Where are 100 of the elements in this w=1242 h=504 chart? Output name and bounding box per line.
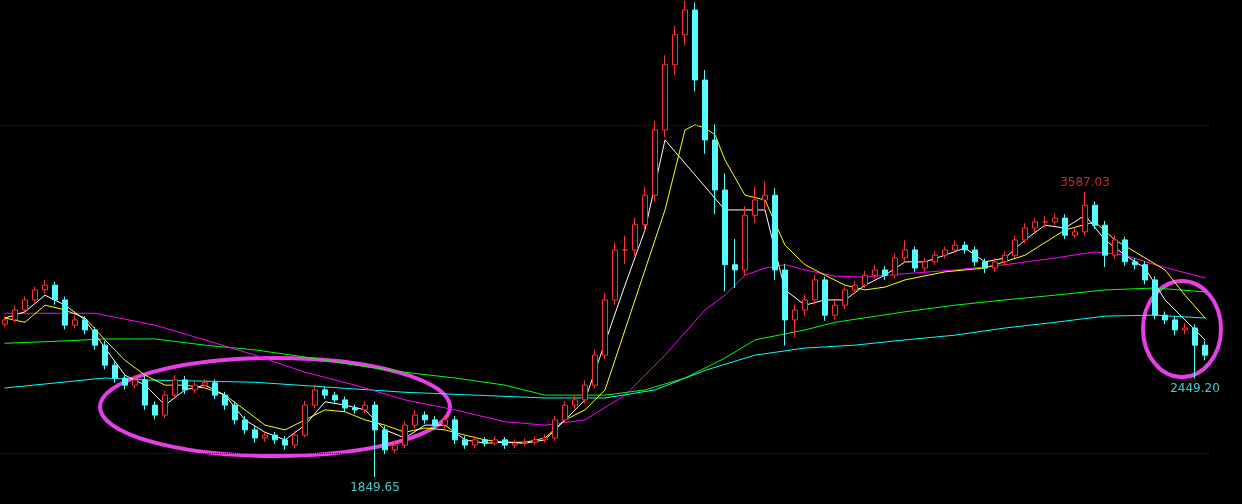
candlestick [672,25,678,76]
candlestick [462,435,468,450]
candlestick [82,315,88,335]
candlestick [502,436,508,450]
candlestick [392,440,398,454]
candlestick [512,438,518,449]
candlestick [722,172,728,292]
candlestick [902,239,908,262]
candlestick [32,286,38,305]
candlestick [482,436,488,448]
candlestick [342,396,348,413]
candlestick [812,274,818,306]
candlestick [552,415,558,442]
candlestick [1182,322,1188,335]
candlestick [102,340,108,370]
candlestick [1202,340,1208,361]
candlestick [292,430,298,449]
candlestick [932,250,938,266]
candlestick [1002,250,1008,266]
candlestick [412,409,418,429]
candlestick [472,435,478,449]
candlestick [1152,275,1158,320]
candlestick [532,435,538,446]
candlestick [792,304,798,339]
candlestick [232,400,238,426]
candlestick [122,373,128,390]
candlestick [832,299,838,320]
candlestick [752,186,758,224]
candlestick [962,240,968,255]
candlestick [822,276,828,322]
candlestick [1092,200,1098,230]
candlestick [732,238,738,289]
candlestick [92,326,98,351]
annotation: 1849.65 [350,480,400,494]
candlestick [1102,220,1108,268]
candlestick [1142,260,1148,285]
candlestick [1022,222,1028,244]
candlestick [492,435,498,447]
candlestick [742,205,748,276]
candlestick [782,263,788,347]
candlestick [712,123,718,215]
candlestick [192,380,198,394]
candlestick [1072,227,1078,239]
candlestick [1162,310,1168,325]
candlestick [862,270,868,289]
candlestick [172,374,178,399]
annotation: 3587.03 [1060,174,1110,189]
annotation: 2449.20 [1170,381,1220,396]
candlestick [522,437,528,447]
candlestick [132,374,138,389]
candlestick [802,294,808,317]
candlestick [882,265,888,281]
candlestick [1012,235,1018,259]
candlestick [562,400,568,424]
candlestick [622,235,628,265]
candlestick [602,292,608,360]
candlestick [972,246,978,267]
candlestick [432,415,438,430]
candlestick [662,54,668,138]
candlestick [1032,217,1038,233]
candlestick [542,433,548,444]
candlestick [652,120,658,202]
candlestick [282,435,288,451]
candlestick [422,410,428,425]
candlestick [242,415,248,435]
candlestick [1052,213,1058,226]
candlestick [352,404,358,415]
candlestick [852,280,858,295]
candlestick [72,314,78,329]
candlestick [942,246,948,260]
candlestick [442,415,448,429]
candlestick [252,425,258,444]
candlestick [162,390,168,419]
candlestick [922,257,928,273]
candlestick [222,391,228,411]
candlestick [912,246,918,273]
candlestick [892,253,898,280]
candlestick [1062,213,1068,240]
candlestick [302,400,308,438]
candlestick [52,281,58,306]
candlestick [382,425,388,455]
candlestick [182,375,188,395]
candlestick [1082,191,1088,237]
candlestick [212,378,218,400]
candlestick [312,384,318,409]
candlestick [762,180,768,210]
candlestick [1192,323,1198,379]
candlestick [1122,236,1128,267]
candlestick [692,1,698,92]
candlestick [142,375,148,411]
candlestick [1112,235,1118,260]
candlestick [452,415,458,445]
candlestick [22,296,28,314]
candlestick [572,395,578,410]
candlestick [982,258,988,274]
candlestick [402,420,408,449]
candlestick [152,400,158,420]
candlestick [632,217,638,257]
candlestick [642,186,648,232]
candlestick [992,257,998,273]
